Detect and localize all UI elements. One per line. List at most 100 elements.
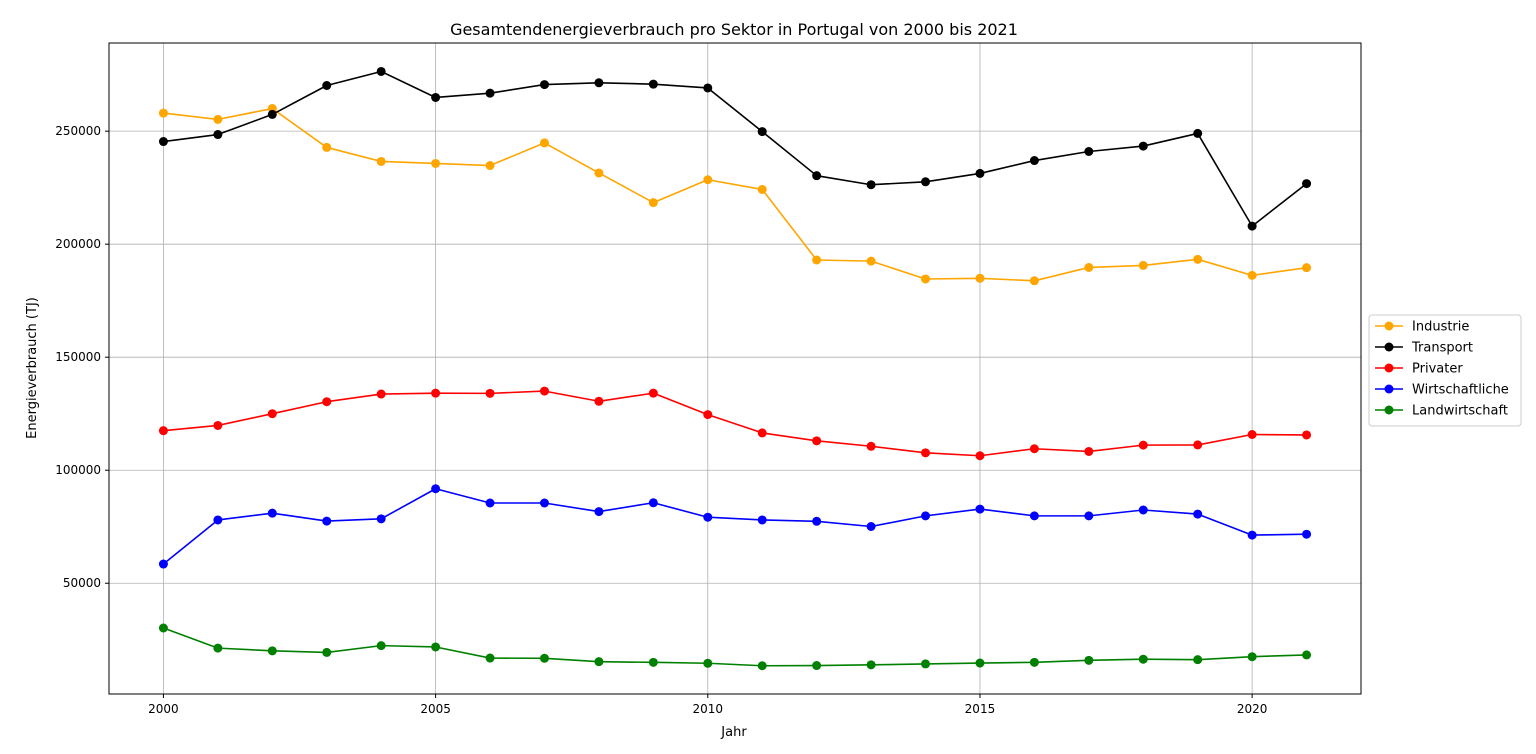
data-point [703, 175, 713, 185]
data-point [757, 184, 767, 194]
data-point [648, 657, 658, 667]
data-point [1084, 262, 1094, 272]
data-point [213, 643, 223, 653]
y-tick-label: 100000 [55, 463, 101, 477]
data-point [485, 653, 495, 663]
data-point [431, 388, 441, 398]
data-point [322, 647, 332, 657]
series-line-landwirtschaft [163, 627, 1307, 667]
data-point [267, 109, 277, 119]
data-point [1302, 263, 1312, 273]
legend-marker-wirtschaftliche [1384, 384, 1394, 394]
data-point [158, 137, 168, 147]
data-point [648, 498, 658, 508]
y-tick-label: 200000 [55, 237, 101, 251]
data-point [322, 516, 332, 526]
data-point [431, 158, 441, 168]
data-point [322, 397, 332, 407]
data-point [921, 448, 931, 458]
x-tick-label: 2005 [420, 702, 451, 716]
data-point [1247, 221, 1257, 231]
data-point [757, 515, 767, 525]
data-point [1247, 530, 1257, 540]
legend-marker-landwirtschaft [1384, 405, 1394, 415]
data-point [1029, 276, 1039, 286]
x-axis-label: Jahr [720, 725, 747, 740]
legend-marker-industrie [1384, 321, 1394, 331]
data-point [812, 436, 822, 446]
data-point [703, 658, 713, 668]
data-point [812, 255, 822, 265]
data-point [866, 180, 876, 190]
data-point [703, 410, 713, 420]
data-point [866, 660, 876, 670]
data-point [594, 507, 604, 517]
legend: Industrie Transport Privater Wirtschaftlich… [1368, 314, 1522, 427]
data-point [1138, 654, 1148, 664]
data-point [1084, 511, 1094, 521]
data-point [1193, 509, 1203, 519]
grid [109, 43, 1361, 694]
data-point [594, 168, 604, 178]
data-point [376, 641, 386, 651]
data-point [1029, 444, 1039, 454]
data-point [975, 658, 985, 668]
data-point [866, 522, 876, 532]
data-point [648, 388, 658, 398]
data-point [1138, 141, 1148, 151]
data-point [1084, 655, 1094, 665]
data-point [267, 646, 277, 656]
data-point [1138, 505, 1148, 515]
legend-label-transport: Transport [1411, 341, 1473, 356]
legend-label-wirtschaftliche: Wirtschaftliche [1412, 383, 1509, 398]
data-point [648, 198, 658, 208]
series-line-industrie [163, 107, 1307, 282]
data-point [431, 484, 441, 494]
data-point [1084, 446, 1094, 456]
data-point [812, 661, 822, 671]
data-point [539, 498, 549, 508]
data-point [1029, 156, 1039, 166]
y-axis-label: Energieverbrauch (TJ) [25, 297, 40, 439]
y-tick-label: 50000 [63, 576, 101, 590]
data-point [213, 420, 223, 430]
data-point [485, 498, 495, 508]
plot-area-frame [108, 42, 1362, 695]
data-point [975, 273, 985, 283]
data-point [1084, 147, 1094, 156]
data-point [376, 156, 386, 166]
data-point [1193, 128, 1203, 138]
data-point [213, 130, 223, 140]
data-point [975, 168, 985, 178]
data-point [703, 83, 713, 93]
data-point [539, 138, 549, 148]
data-point [267, 409, 277, 419]
data-point [431, 92, 441, 102]
x-tick-label: 2000 [148, 702, 179, 716]
data-point [921, 177, 931, 187]
data-point [1247, 270, 1257, 280]
data-point [921, 511, 931, 521]
series-transport [158, 66, 1312, 231]
data-point [158, 108, 168, 118]
y-tick-label: 250000 [55, 124, 101, 138]
data-point [757, 661, 767, 671]
data-point [594, 396, 604, 406]
data-point [158, 559, 168, 569]
data-point [1302, 179, 1312, 189]
data-point [703, 512, 713, 522]
legend-frame [1368, 314, 1522, 427]
chart-title: Gesamtendenergieverbrauch pro Sektor in … [450, 20, 1018, 39]
data-point [594, 78, 604, 88]
data-point [376, 514, 386, 524]
data-point [1138, 260, 1148, 270]
data-point [757, 127, 767, 137]
data-point [322, 142, 332, 152]
data-point [1302, 650, 1312, 660]
data-point [1138, 440, 1148, 450]
data-point [539, 80, 549, 90]
x-tick-label: 2020 [1237, 702, 1268, 716]
data-point [431, 642, 441, 652]
data-point [1193, 254, 1203, 264]
